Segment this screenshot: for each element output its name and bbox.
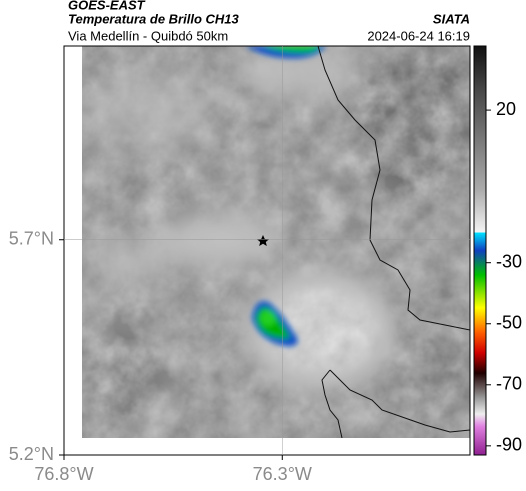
colorbar-tick-label: -90: [496, 435, 522, 455]
timestamp: 2024-06-24 16:19: [367, 28, 470, 43]
y-tick-label: 5.7°N: [9, 228, 54, 248]
title: GOES-EAST: [68, 0, 146, 12]
colorbar: [473, 45, 487, 456]
colorbar-tick-label: -70: [496, 374, 522, 394]
colorbar-tick-label: -30: [496, 251, 522, 271]
satellite-image: [82, 46, 470, 438]
map-frame: [63, 45, 471, 456]
colorbar-tick-label: -50: [496, 313, 522, 333]
x-tick-label: 76.8°W: [34, 464, 93, 484]
subtitle: Temperatura de Brillo CH13: [68, 11, 240, 26]
source: SIATA: [433, 11, 470, 26]
colorbar-tick-label: 20: [496, 99, 516, 119]
y-tick-label: 5.2°N: [9, 444, 54, 464]
x-tick-label: 76.3°W: [253, 464, 312, 484]
region: Via Medellín - Quibdó 50km: [68, 28, 228, 43]
